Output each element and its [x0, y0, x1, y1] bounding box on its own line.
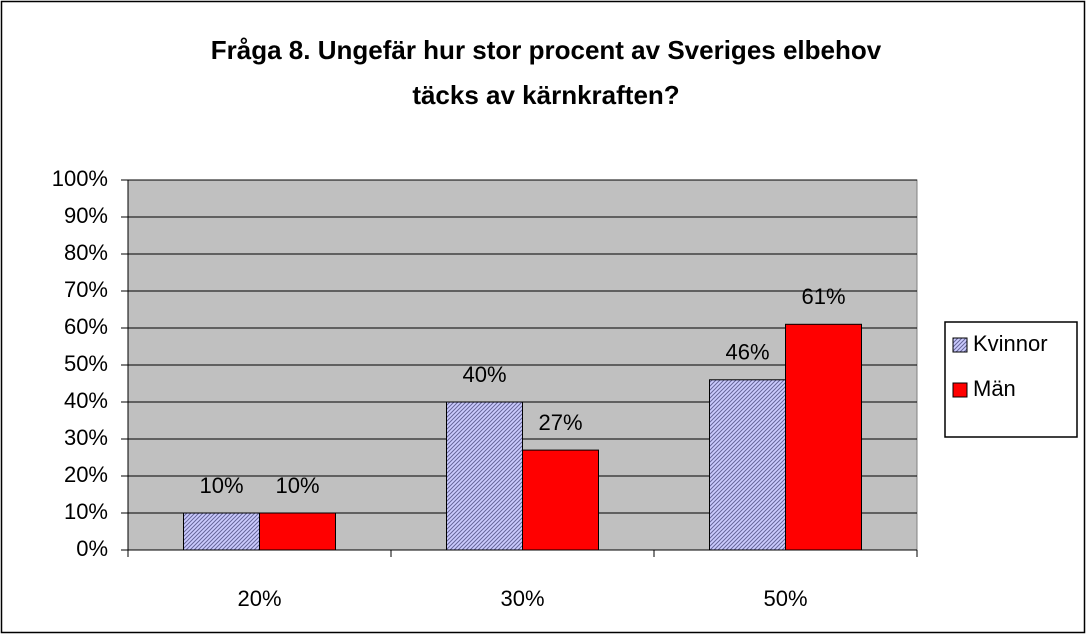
y-tick-label: 50% [64, 351, 108, 376]
value-label: 46% [725, 340, 769, 365]
bar [183, 512, 260, 551]
y-tick-label: 90% [64, 203, 108, 228]
y-tick-label: 40% [64, 388, 108, 413]
value-label: 10% [199, 473, 243, 498]
value-label: 27% [538, 410, 582, 435]
y-tick-label: 20% [64, 462, 108, 487]
legend-label: Kvinnor [973, 331, 1048, 356]
bar [709, 379, 786, 551]
bar [785, 323, 862, 551]
y-tick-label: 0% [76, 536, 108, 561]
bar [446, 401, 523, 551]
y-tick-label: 10% [64, 499, 108, 524]
y-tick-label: 30% [64, 425, 108, 450]
legend-swatch [952, 337, 968, 353]
y-tick-label: 60% [64, 314, 108, 339]
chart-title: täcks av kärnkraften? [412, 80, 679, 110]
chart-title: Fråga 8. Ungefär hur stor procent av Sve… [211, 35, 882, 65]
y-tick-label: 100% [52, 166, 108, 191]
y-tick-label: 80% [64, 240, 108, 265]
value-label: 40% [462, 362, 506, 387]
value-label: 61% [801, 284, 845, 309]
y-tick-label: 70% [64, 277, 108, 302]
legend-label: Män [973, 376, 1016, 401]
x-tick-label: 50% [763, 586, 807, 611]
bar [522, 449, 599, 551]
bar [259, 512, 336, 551]
legend-swatch [952, 382, 968, 398]
x-tick-label: 20% [237, 586, 281, 611]
value-label: 10% [275, 473, 319, 498]
x-tick-label: 30% [500, 586, 544, 611]
